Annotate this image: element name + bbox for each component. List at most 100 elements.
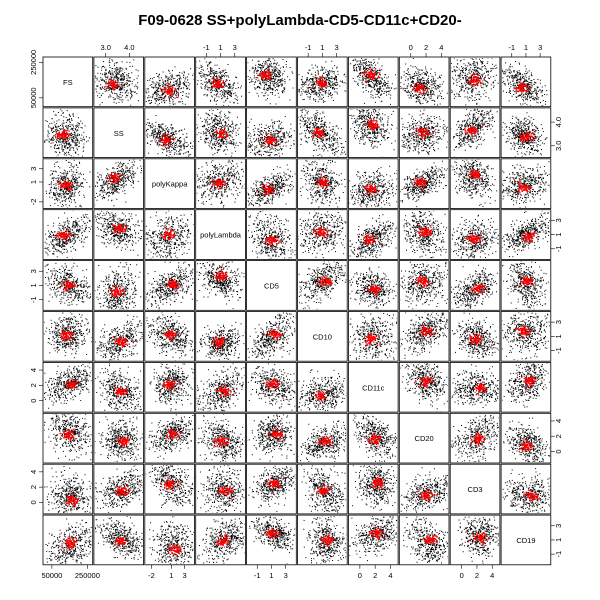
event-cloud — [94, 465, 143, 513]
event-points — [502, 312, 550, 361]
gated-population — [363, 183, 380, 196]
event-points — [197, 518, 245, 564]
event-cloud — [145, 66, 194, 106]
panel-frame — [195, 463, 246, 515]
x-tick-label: -1 — [508, 43, 515, 52]
event-cloud — [196, 261, 245, 310]
gated-population — [473, 382, 487, 396]
x-tick-label: 2 — [373, 571, 377, 580]
event-points — [457, 516, 499, 564]
event-cloud — [502, 312, 550, 361]
panel-frame — [195, 260, 246, 311]
x-tick-label: 1 — [169, 571, 173, 580]
gated-population — [521, 230, 538, 243]
panel-CD20-vs-polyLambda — [398, 209, 450, 260]
event-cloud — [451, 58, 499, 106]
event-cloud — [502, 210, 550, 258]
panel-FS-vs-CD3 — [42, 463, 94, 515]
event-cloud — [349, 312, 398, 361]
panel-grid: FS SS polyKappa polyLambda CD5 CD10 CD11c CD20 C… — [42, 56, 552, 566]
event-cloud — [247, 116, 295, 157]
panel-CD11c-vs-CD10 — [347, 311, 399, 362]
panel-CD19-vs-CD11c — [500, 361, 552, 413]
event-cloud — [298, 210, 347, 259]
gated-population — [519, 276, 534, 288]
gated-population — [316, 276, 333, 286]
panel-frame — [347, 260, 399, 311]
panel-frame — [144, 158, 195, 209]
y-tick-label: 0 — [554, 449, 563, 453]
gated-population — [159, 227, 176, 241]
event-cloud — [94, 262, 142, 310]
event-cloud — [451, 214, 499, 259]
x-tick-label: 1 — [218, 43, 222, 52]
gated-population — [312, 74, 328, 91]
event-cloud — [298, 108, 347, 157]
y-tick-label: 4 — [554, 419, 563, 423]
panel-frame — [347, 107, 399, 159]
event-points — [298, 261, 347, 310]
panel-frame — [93, 260, 145, 311]
gated-population — [268, 425, 284, 442]
panel-frame — [398, 463, 450, 515]
panel-CD5-vs-CD20 — [246, 412, 297, 464]
panel-frame — [398, 260, 450, 311]
y-tick-label: 50000 — [29, 87, 38, 108]
panel-CD3-vs-CD3: CD3 — [449, 463, 501, 515]
panel-frame — [144, 514, 195, 566]
event-points — [349, 312, 398, 361]
panel-frame — [398, 311, 450, 362]
event-points — [196, 108, 242, 157]
panel-frame — [297, 209, 348, 260]
gated-population — [65, 378, 80, 389]
event-cloud — [451, 414, 499, 462]
panel-frame — [246, 158, 297, 209]
event-cloud — [451, 264, 498, 310]
event-points — [298, 420, 347, 462]
y-tick-label: 1 — [554, 334, 563, 338]
event-points — [94, 262, 142, 310]
event-cloud — [349, 266, 398, 309]
gated-population — [414, 275, 432, 289]
event-points — [502, 363, 550, 408]
event-points — [95, 363, 142, 412]
panel-frame — [500, 260, 552, 311]
panel-frame — [144, 412, 195, 464]
panel-frame — [449, 311, 501, 362]
event-points — [45, 159, 91, 208]
panel-frame — [347, 463, 399, 515]
event-cloud — [502, 261, 549, 310]
event-cloud — [298, 420, 347, 462]
event-points — [451, 58, 499, 106]
event-cloud — [196, 321, 245, 361]
y-tick-label: 4.0 — [554, 117, 563, 127]
panel-SS-vs-FS — [93, 56, 145, 108]
event-cloud — [400, 363, 448, 412]
gated-population — [316, 173, 331, 189]
panel-frame — [93, 361, 145, 413]
event-points — [197, 414, 245, 462]
panel-CD5-vs-polyLambda — [246, 209, 297, 260]
panel-CD20-vs-CD20: CD20 — [398, 412, 450, 464]
panel-CD3-vs-CD5 — [449, 260, 501, 311]
event-points — [502, 261, 549, 310]
x-tick-label: 250000 — [75, 571, 100, 580]
event-points — [349, 58, 397, 105]
x-tick-label: 0 — [358, 571, 362, 580]
event-points — [145, 66, 194, 106]
event-cloud — [197, 414, 245, 462]
panel-CD5-vs-CD10 — [246, 311, 297, 362]
panel-CD19-vs-CD3 — [500, 463, 552, 515]
panel-polyKappa-vs-polyKappa: polyKappa — [144, 158, 195, 209]
panel-frame — [93, 514, 145, 566]
panel-FS-vs-CD5 — [42, 260, 94, 311]
event-cloud — [303, 516, 347, 564]
panel-frame — [195, 412, 246, 464]
event-points — [349, 516, 398, 562]
y-tick-label: 3 — [29, 269, 38, 273]
x-tick-label: 1 — [524, 43, 528, 52]
panel-frame — [347, 361, 399, 413]
gated-population — [60, 329, 74, 342]
gated-population — [413, 177, 427, 191]
x-tick-label: -1 — [203, 43, 210, 52]
